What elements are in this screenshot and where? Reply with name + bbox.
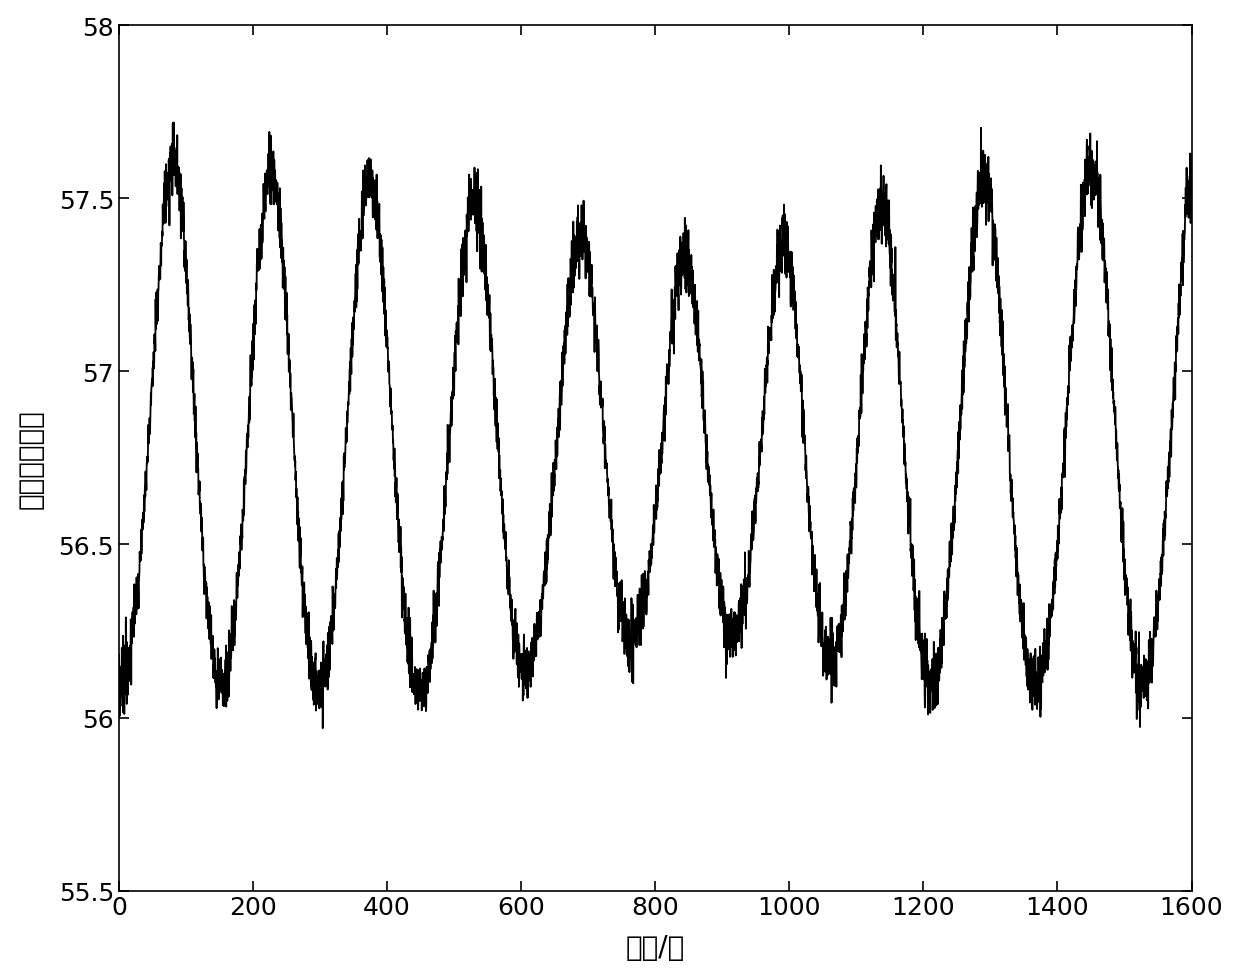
Y-axis label: 回路输出信号: 回路输出信号 — [16, 409, 45, 509]
X-axis label: 时间/秒: 时间/秒 — [626, 933, 684, 961]
